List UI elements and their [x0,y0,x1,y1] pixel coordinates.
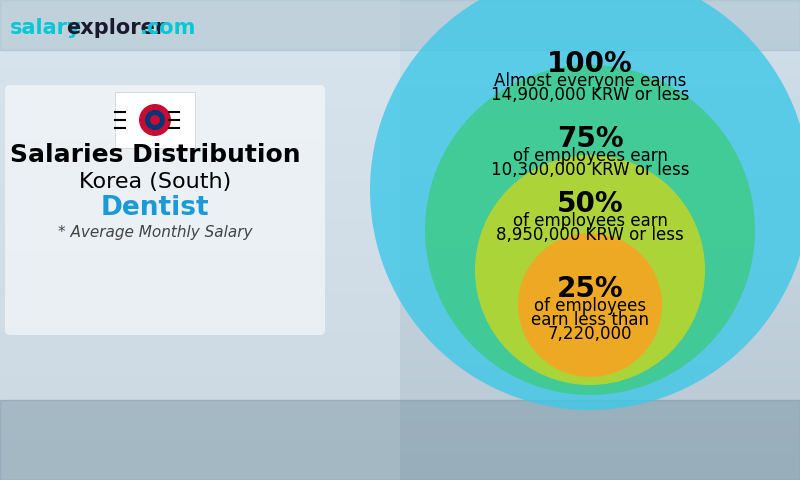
Text: Salaries Distribution: Salaries Distribution [10,143,300,167]
Text: 10,300,000 KRW or less: 10,300,000 KRW or less [490,161,690,179]
Text: salary: salary [10,18,82,38]
Text: 100%: 100% [547,50,633,78]
Circle shape [139,104,171,136]
Text: 7,220,000: 7,220,000 [548,325,632,343]
FancyBboxPatch shape [115,92,195,148]
Text: Dentist: Dentist [101,195,210,221]
Text: Almost everyone earns: Almost everyone earns [494,72,686,90]
Circle shape [475,155,705,385]
Text: * Average Monthly Salary: * Average Monthly Salary [58,225,252,240]
Text: 75%: 75% [557,125,623,153]
Text: of employees: of employees [534,297,646,315]
Text: of employees earn: of employees earn [513,212,667,230]
Text: 14,900,000 KRW or less: 14,900,000 KRW or less [491,86,689,104]
Circle shape [150,115,160,125]
Text: 50%: 50% [557,190,623,218]
Text: .com: .com [140,18,197,38]
FancyBboxPatch shape [5,85,325,335]
Circle shape [145,110,165,130]
Circle shape [425,65,755,395]
Circle shape [370,0,800,410]
Text: 8,950,000 KRW or less: 8,950,000 KRW or less [496,226,684,244]
Text: of employees earn: of employees earn [513,147,667,165]
Text: Korea (South): Korea (South) [79,172,231,192]
Circle shape [518,233,662,377]
Text: 25%: 25% [557,275,623,303]
Text: explorer: explorer [66,18,165,38]
Text: earn less than: earn less than [531,311,649,329]
